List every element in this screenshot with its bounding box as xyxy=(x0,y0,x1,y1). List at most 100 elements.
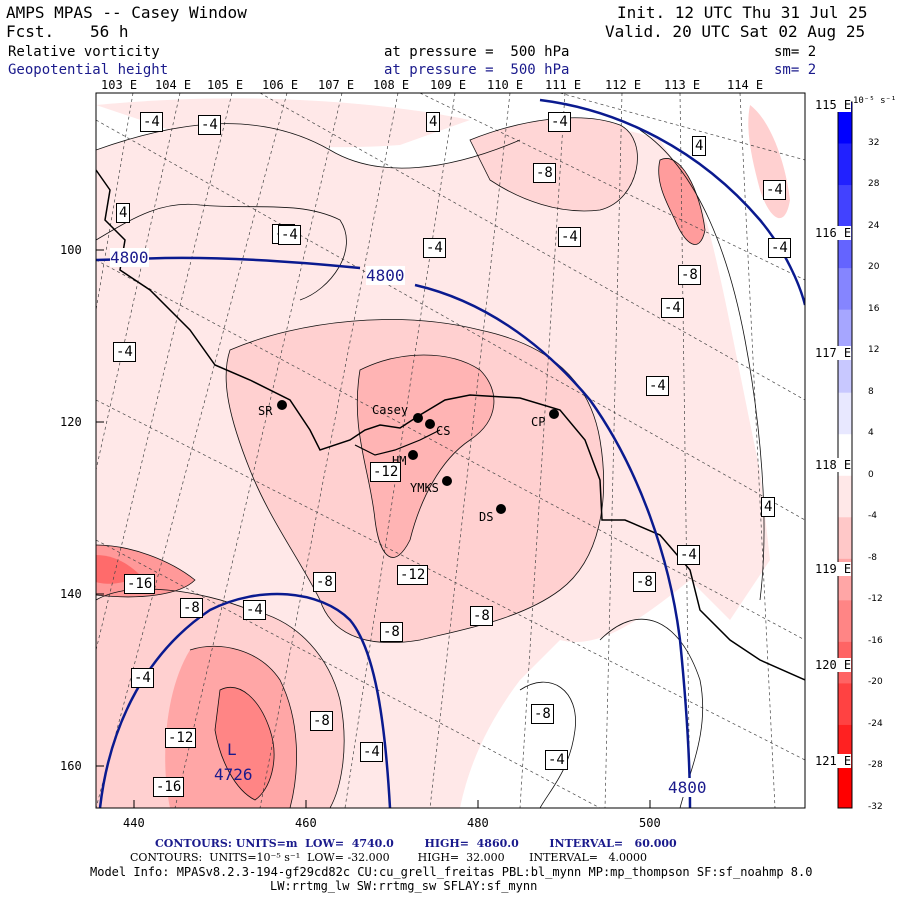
coastline xyxy=(96,169,805,681)
vorticity-contour-label: -4 xyxy=(278,225,301,245)
colorbar-tick-label: 16 xyxy=(868,303,880,314)
vorticity-contour-label: -8 xyxy=(470,606,493,626)
colorbar-tick-label: 0 xyxy=(868,469,874,480)
vorticity-contour-info: CONTOURS: UNITS=10⁻⁵ s⁻¹ LOW= -32.000 HI… xyxy=(130,851,647,864)
vorticity-contour-label: -12 xyxy=(370,462,402,482)
right-lon-label: 115 E xyxy=(815,98,852,112)
station-label: CS xyxy=(436,424,451,438)
vorticity-contour-label: -8 xyxy=(678,265,701,285)
colorbar-unit: 10⁻⁵ s⁻¹ xyxy=(853,96,897,106)
colorbar-tick-label: -16 xyxy=(868,635,883,646)
bottom-axis-label: 460 xyxy=(295,816,317,830)
station-label: Casey xyxy=(372,403,409,417)
colorbar xyxy=(837,101,853,809)
low-marker: L xyxy=(227,740,237,759)
colorbar-tick-label: -4 xyxy=(868,511,877,522)
colorbar-swatch xyxy=(838,102,852,145)
vorticity-contour-label: -4 xyxy=(661,298,684,318)
vorticity-contour-label: -8 xyxy=(633,572,656,592)
bottom-axis-label: 440 xyxy=(123,816,145,830)
top-lon-label: 111 E xyxy=(545,78,582,92)
vorticity-shading xyxy=(96,98,790,808)
colorbar-swatch xyxy=(838,600,852,643)
colorbar-swatch xyxy=(838,185,852,228)
colorbar-swatch xyxy=(838,392,852,435)
vorticity-contour-label: -4 xyxy=(768,238,791,258)
height-contour-label: 4800 xyxy=(366,266,405,285)
vorticity-contour-label: -4 xyxy=(113,342,136,362)
vorticity-contour-label: -4 xyxy=(423,238,446,258)
vorticity-contour-label: -4 xyxy=(548,112,571,132)
vorticity-contour-label: -8 xyxy=(531,704,554,724)
vorticity-contour-label: -4 xyxy=(131,668,154,688)
height-contours xyxy=(96,98,805,808)
model-info-line2: LW:rrtmg_lw SW:rrtmg_sw SFLAY:sf_mynn xyxy=(270,879,538,893)
vorticity-contour-label: -8 xyxy=(380,622,403,642)
colorbar-tick-label: 24 xyxy=(868,220,880,231)
field2-smoothing: sm= 2 xyxy=(774,62,817,78)
plot-title: AMPS MPAS -- Casey Window xyxy=(6,3,247,22)
field1-smoothing: sm= 2 xyxy=(774,44,817,60)
colorbar-tick-label: 12 xyxy=(868,345,880,356)
vorticity-contour-label: -8 xyxy=(533,163,556,183)
vorticity-contour-label: -4 xyxy=(558,227,581,247)
colorbar-tick-label: 32 xyxy=(868,137,880,148)
colorbar-tick-label: 20 xyxy=(868,262,880,273)
vorticity-contours xyxy=(96,117,765,808)
vorticity-contour-label: 4 xyxy=(426,112,441,132)
colorbar-tick-label: -32 xyxy=(868,802,883,812)
field2-name: Geopotential height xyxy=(8,62,169,78)
colorbar-tick-label: -28 xyxy=(868,760,883,771)
colorbar-tick-label: 4 xyxy=(868,428,874,439)
right-lon-label: 118 E xyxy=(815,458,852,472)
colorbar-tick-label: 8 xyxy=(868,386,874,397)
vorticity-contour-label: 4 xyxy=(692,136,707,156)
right-lon-label: 116 E xyxy=(815,226,852,240)
top-lon-label: 105 E xyxy=(207,78,244,92)
colorbar-swatch xyxy=(838,475,852,518)
vorticity-contour-label: -4 xyxy=(243,600,266,620)
top-lon-label: 107 E xyxy=(318,78,355,92)
vorticity-contour-label: -12 xyxy=(165,728,197,748)
colorbar-swatch xyxy=(838,766,852,809)
right-lon-label: 119 E xyxy=(815,562,852,576)
height-contour-label: 4800 xyxy=(110,248,149,267)
forecast-label: Fcst. xyxy=(6,22,55,41)
colorbar-tick-label: 28 xyxy=(868,179,880,190)
field1-name: Relative vorticity xyxy=(8,44,160,60)
station-label: CP xyxy=(531,415,546,429)
top-lon-label: 114 E xyxy=(727,78,764,92)
colorbar-tick-label: -12 xyxy=(868,594,883,605)
vorticity-contour-label: -8 xyxy=(180,598,203,618)
field1-level: at pressure = 500 hPa xyxy=(384,44,570,60)
colorbar-swatch xyxy=(838,351,852,394)
station-label: SR xyxy=(258,404,273,418)
vorticity-contour-label: -4 xyxy=(763,180,786,200)
right-lon-label: 121 E xyxy=(815,754,852,768)
valid-time: Valid. 20 UTC Sat 02 Aug 25 xyxy=(605,22,866,41)
left-axis-label: 160 xyxy=(60,759,82,773)
height-contour-info: CONTOURS: UNITS=m LOW= 4740.0 HIGH= 4860… xyxy=(155,837,677,850)
right-lon-label: 120 E xyxy=(815,658,852,672)
colorbar-tick-label: -20 xyxy=(868,677,883,688)
top-lon-label: 106 E xyxy=(262,78,299,92)
vorticity-contour-label: -4 xyxy=(198,115,221,135)
colorbar-swatch xyxy=(838,517,852,560)
right-lon-label: 117 E xyxy=(815,346,852,360)
top-lon-label: 112 E xyxy=(605,78,642,92)
forecast-hour: 56 h xyxy=(90,22,129,41)
vorticity-contour-label: 4 xyxy=(761,497,776,517)
axis-ticks xyxy=(96,249,651,808)
left-axis-label: 120 xyxy=(60,415,82,429)
vorticity-contour-label: -4 xyxy=(140,112,163,132)
vorticity-contour-label: -12 xyxy=(397,565,429,585)
vorticity-contour-label: -4 xyxy=(646,376,669,396)
vorticity-contour-label: -8 xyxy=(313,572,336,592)
vorticity-contour-label: -4 xyxy=(545,750,568,770)
init-time: Init. 12 UTC Thu 31 Jul 25 xyxy=(617,3,868,22)
field2-level: at pressure = 500 hPa xyxy=(384,62,570,78)
station-markers xyxy=(277,400,559,514)
colorbar-swatch xyxy=(838,143,852,186)
station-label: DS xyxy=(479,510,494,524)
